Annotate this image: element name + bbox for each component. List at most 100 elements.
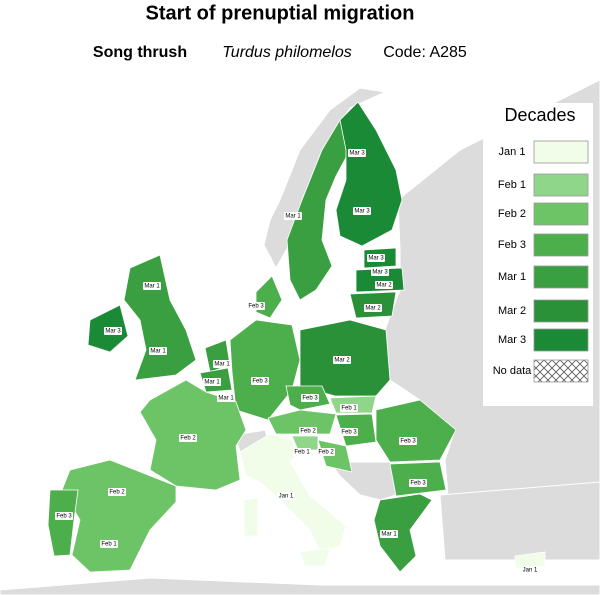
region-label: Feb 3 [400, 439, 416, 445]
region-label: Mar 2 [376, 283, 392, 289]
region-label-box [340, 428, 358, 436]
region-label: Feb 3 [302, 396, 318, 402]
region-label-box [340, 404, 358, 412]
legend-swatch [533, 233, 589, 257]
country [243, 497, 259, 537]
country [375, 399, 457, 463]
legend-swatch [533, 265, 589, 289]
region-label-box [143, 282, 161, 290]
region-label-box [353, 207, 371, 215]
legend-label: No data [493, 365, 532, 377]
region-label: Feb 2 [300, 429, 316, 435]
countries [47, 101, 546, 573]
country [299, 547, 331, 567]
legend-swatch [533, 173, 589, 197]
region-label: Mar 3 [354, 209, 370, 215]
region-label-box [108, 488, 126, 496]
region-label: Feb 2 [180, 436, 196, 442]
region-label: Mar 3 [105, 329, 121, 335]
region-label-box [55, 512, 73, 520]
region-label: Mar 1 [218, 396, 234, 402]
region-label-box [371, 268, 389, 276]
region-label-box [299, 427, 317, 435]
country [255, 275, 283, 319]
legend-label: Mar 2 [498, 305, 526, 317]
region-label: Feb 3 [252, 379, 268, 385]
legend-swatch [533, 328, 589, 352]
region-label-box [399, 437, 417, 445]
country [267, 409, 337, 435]
region-label-box [251, 377, 269, 385]
region-label: Feb 2 [109, 490, 125, 496]
region-label-box [203, 378, 221, 386]
country [291, 435, 319, 451]
region-label: Mar 1 [204, 380, 220, 386]
region-label: Mar 1 [214, 362, 230, 368]
title: Start of prenuptial migration [146, 2, 415, 24]
species-code: Code: A285 [383, 44, 467, 61]
region-label-box [149, 347, 167, 355]
region-label: Feb 1 [101, 542, 117, 548]
region-label-box [100, 540, 118, 548]
region-label-box [364, 304, 382, 312]
region-label-box [317, 448, 335, 456]
region-labels: Mar 3 Mar 3 Mar 1 Mar 3 Mar 3 Mar 2 Mar 2 Feb 3… [55, 149, 539, 574]
region-label-box [333, 356, 351, 364]
country [335, 101, 403, 247]
legend-label: Jan 1 [499, 146, 526, 158]
region-label: Mar 2 [334, 358, 350, 364]
region-label: Mar 3 [372, 270, 388, 276]
region-label: Feb 3 [341, 430, 357, 436]
scientific-name: Turdus philomelos [222, 44, 352, 61]
region-label: Mar 2 [365, 306, 381, 312]
region-label: Feb 1 [341, 406, 357, 412]
region-label: Jan 1 [523, 568, 538, 574]
region-label: Feb 3 [410, 481, 426, 487]
region-label-box [301, 394, 319, 402]
legend-swatch [533, 140, 589, 164]
legend-items: Jan 1 Feb 1 Feb 2 Feb 3 Mar 1 Mar 2 Mar 3 No da… [493, 140, 589, 383]
region-label: Mar 3 [368, 256, 384, 262]
legend-label: Feb 3 [498, 239, 526, 251]
legend: Decades Jan 1 Feb 1 Feb 2 Feb 3 Mar 1 Mar 2 Ma… [483, 103, 593, 406]
region-label-box [380, 530, 398, 538]
region-label: Mar 3 [349, 151, 365, 157]
region-label-box [284, 212, 302, 220]
region-label-box [247, 302, 265, 310]
region-label-box [348, 149, 366, 157]
region-label-box [367, 254, 385, 262]
country [61, 459, 177, 573]
country [47, 489, 79, 557]
legend-swatch [533, 299, 589, 323]
region-label: Jan 1 [279, 494, 294, 500]
country [373, 493, 433, 573]
region-label: Feb 3 [56, 514, 72, 520]
legend-swatch [533, 359, 589, 383]
region-label-box [104, 327, 122, 335]
region-label: Feb 1 [294, 450, 310, 456]
region-label-box [409, 479, 427, 487]
region-label-box [217, 394, 235, 402]
region-label-box [293, 448, 311, 456]
common-name: Song thrush [93, 44, 187, 61]
region-label: Mar 1 [144, 284, 160, 290]
legend-title: Decades [504, 105, 575, 125]
region-label-box [213, 360, 231, 368]
legend-label: Feb 2 [498, 208, 526, 220]
country [123, 254, 197, 381]
region-label: Feb 2 [318, 450, 334, 456]
region-label-box [179, 434, 197, 442]
region-label-box [375, 281, 393, 289]
country [229, 319, 301, 421]
legend-label: Feb 1 [498, 179, 526, 191]
region-label: Mar 1 [381, 532, 397, 538]
region-label: Mar 1 [285, 214, 301, 220]
legend-label: Mar 1 [498, 271, 526, 283]
region-label: Feb 3 [248, 304, 264, 310]
legend-label: Mar 3 [498, 334, 526, 346]
region-label-box [521, 566, 539, 574]
legend-swatch [533, 202, 589, 226]
region-label-box [277, 492, 295, 500]
